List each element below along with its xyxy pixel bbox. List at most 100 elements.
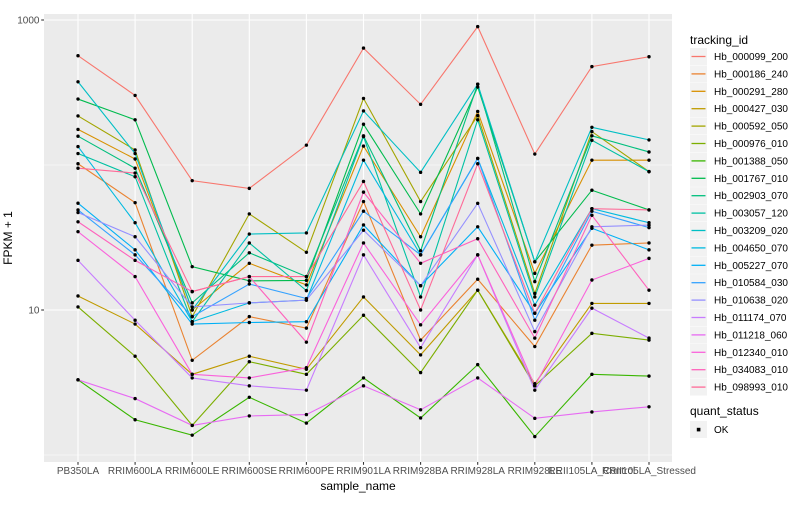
data-point	[133, 418, 137, 422]
data-point	[133, 354, 137, 358]
data-point	[361, 179, 366, 184]
data-point	[590, 306, 594, 310]
data-point	[304, 421, 309, 425]
data-point	[304, 288, 309, 293]
data-point	[76, 229, 80, 234]
legend-label: Hb_000976_010	[714, 139, 788, 150]
data-point	[418, 370, 423, 375]
data-point	[133, 118, 137, 122]
data-point	[133, 258, 137, 263]
data-point	[247, 314, 251, 319]
data-point	[533, 329, 537, 334]
data-point	[76, 80, 80, 84]
data-point	[190, 178, 194, 183]
data-point	[190, 305, 194, 309]
legend-label: Hb_000186_240	[714, 69, 788, 80]
data-point	[133, 148, 137, 152]
data-point	[418, 323, 423, 327]
x-tick-label: RRIM928LA	[450, 466, 505, 477]
data-point	[418, 308, 423, 312]
data-point	[533, 260, 537, 264]
data-point	[590, 331, 594, 336]
data-point	[476, 113, 480, 118]
data-point	[361, 223, 366, 227]
data-point	[361, 295, 366, 299]
data-point	[133, 151, 137, 156]
x-tick-label: PB350LA	[57, 466, 100, 477]
data-point	[247, 301, 251, 305]
data-point	[190, 372, 194, 377]
data-point	[647, 150, 651, 154]
data-point	[361, 190, 366, 194]
data-point	[76, 258, 80, 263]
data-point	[590, 138, 594, 143]
data-point	[76, 114, 80, 118]
data-point	[476, 201, 480, 206]
data-point	[647, 256, 651, 261]
legend-label: Hb_000291_280	[714, 87, 788, 98]
data-point	[533, 384, 537, 388]
data-point	[590, 213, 594, 217]
data-point	[533, 291, 537, 296]
data-point	[190, 423, 194, 428]
data-point	[590, 301, 594, 306]
data-point	[418, 102, 423, 107]
data-point	[76, 144, 80, 149]
y-tick-label: 10	[28, 306, 40, 317]
data-point	[76, 97, 80, 101]
data-point	[133, 253, 137, 257]
data-point	[304, 388, 309, 392]
data-point	[76, 305, 80, 309]
data-point	[304, 372, 309, 377]
data-point	[533, 318, 537, 322]
data-point	[247, 384, 251, 388]
data-point	[418, 295, 423, 299]
data-point	[418, 170, 423, 175]
data-point	[247, 232, 251, 236]
data-point	[247, 261, 251, 265]
data-point	[304, 250, 309, 254]
data-point	[418, 249, 423, 253]
legend-label: Hb_011218_060	[714, 330, 788, 341]
data-point	[304, 326, 309, 330]
quant-status-point-icon	[696, 427, 701, 432]
data-point	[476, 118, 480, 122]
data-point	[647, 374, 651, 378]
data-point	[304, 298, 309, 302]
data-point	[190, 322, 194, 326]
x-tick-label: RRII105LA_Control	[549, 466, 636, 477]
data-point	[304, 366, 309, 370]
data-point	[590, 125, 594, 129]
data-point	[361, 376, 366, 380]
data-point	[533, 303, 537, 307]
data-point	[533, 388, 537, 392]
data-point	[647, 301, 651, 306]
data-point	[304, 320, 309, 324]
data-point	[476, 277, 480, 281]
data-point	[304, 143, 309, 147]
data-point	[476, 362, 480, 367]
data-point	[361, 241, 366, 245]
data-point	[476, 156, 480, 161]
data-point	[304, 412, 309, 417]
data-point	[247, 212, 251, 216]
data-point	[304, 340, 309, 344]
data-point	[418, 212, 423, 216]
data-point	[361, 144, 366, 148]
data-point	[647, 138, 651, 142]
data-point	[647, 336, 651, 340]
data-point	[247, 282, 251, 286]
data-point	[476, 109, 480, 114]
data-point	[533, 271, 537, 276]
data-point	[190, 308, 194, 312]
data-point	[476, 376, 480, 380]
x-tick-label: RRIM901LA	[336, 466, 391, 477]
data-point	[418, 416, 423, 420]
data-point	[418, 284, 423, 288]
data-point	[76, 220, 80, 224]
data-point	[76, 201, 80, 205]
data-point	[533, 279, 537, 284]
data-point	[647, 288, 651, 292]
data-point	[533, 295, 537, 299]
